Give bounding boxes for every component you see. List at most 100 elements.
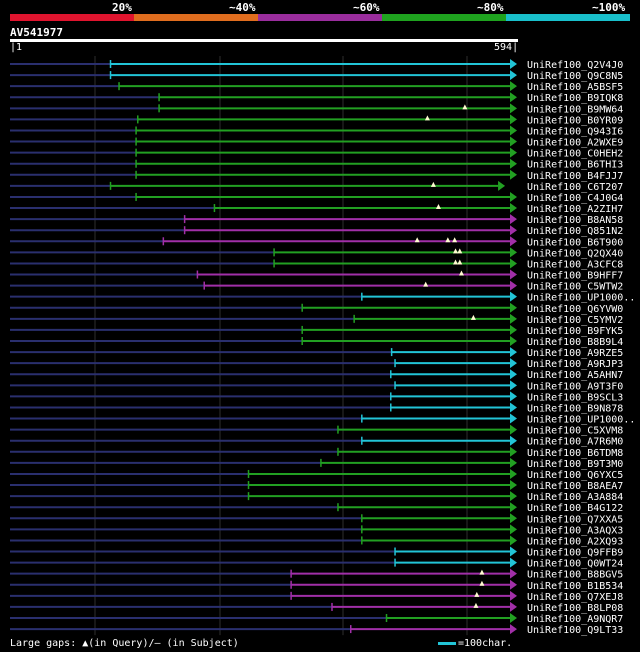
hit-label[interactable]: UniRef100_A9T3F0	[527, 381, 623, 392]
hit-label[interactable]: UniRef100_B6T900	[527, 237, 623, 248]
hit-label[interactable]: UniRef100_B8BGV5	[527, 570, 623, 581]
hit-label[interactable]: UniRef100_A5AHN7	[527, 370, 623, 381]
hit-label[interactable]: UniRef100_B8LP08	[527, 603, 623, 614]
hit-row[interactable]: UniRef100_C5WTW2	[10, 280, 623, 293]
hit-label[interactable]: UniRef100_C5XVM8	[527, 426, 623, 437]
hit-row[interactable]: UniRef100_Q2QX40	[10, 247, 623, 259]
hit-row[interactable]: UniRef100_B8BGV5	[10, 568, 623, 581]
hit-row[interactable]: UniRef100_A2ZIH7	[10, 203, 623, 215]
hit-label[interactable]: UniRef100_B8B9L4	[527, 337, 623, 348]
hit-row[interactable]: UniRef100_Q7XXA5	[10, 513, 623, 525]
hit-row[interactable]: UniRef100_A9NQR7	[10, 613, 623, 625]
hit-label[interactable]: UniRef100_UP1000..	[527, 293, 635, 304]
hit-label[interactable]: UniRef100_B1B534	[527, 581, 623, 592]
hit-row[interactable]: UniRef100_B8B9L4	[10, 336, 623, 348]
hit-label[interactable]: UniRef100_B9T3M0	[527, 459, 623, 470]
hit-label[interactable]: UniRef100_A2XQ93	[527, 536, 623, 547]
hit-label[interactable]: UniRef100_A7R6M0	[527, 437, 623, 448]
hit-row[interactable]: UniRef100_B9HFF7	[10, 269, 623, 282]
hit-label[interactable]: UniRef100_C4J0G4	[527, 193, 623, 204]
hit-row[interactable]: UniRef100_B8LP08	[10, 601, 623, 614]
hit-label[interactable]: UniRef100_C0HEH2	[527, 149, 623, 160]
hit-label[interactable]: UniRef100_B9FYK5	[527, 326, 623, 337]
hit-label[interactable]: UniRef100_A9RZE5	[527, 348, 623, 359]
hit-row[interactable]: UniRef100_C6T207	[10, 180, 623, 193]
hit-row[interactable]: UniRef100_A2WXE9	[10, 136, 623, 149]
hit-label[interactable]: UniRef100_B8AN58	[527, 215, 623, 226]
hit-label[interactable]: UniRef100_A3AQX3	[527, 525, 623, 536]
hit-label[interactable]: UniRef100_Q943I6	[527, 126, 623, 137]
hit-label[interactable]: UniRef100_C5YMV2	[527, 315, 623, 326]
hit-row[interactable]: UniRef100_B9IQK8	[10, 92, 623, 104]
hit-label[interactable]: UniRef100_A3CFC8	[527, 259, 623, 270]
hit-label[interactable]: UniRef100_B9N878	[527, 403, 623, 414]
hit-row[interactable]: UniRef100_A9RJP3	[10, 358, 623, 370]
hit-label[interactable]: UniRef100_Q6YXC5	[527, 470, 623, 481]
hit-row[interactable]: UniRef100_Q7XEJ8	[10, 590, 623, 603]
hit-label[interactable]: UniRef100_Q9FFB9	[527, 548, 623, 559]
hit-row[interactable]: UniRef100_Q9LT33	[10, 624, 623, 636]
hit-label[interactable]: UniRef100_Q0WT24	[527, 559, 623, 570]
hit-label[interactable]: UniRef100_A3A884	[527, 492, 623, 503]
hit-row[interactable]: UniRef100_A2XQ93	[10, 535, 623, 547]
hit-label[interactable]: UniRef100_B4FJJ7	[527, 171, 623, 182]
hit-label[interactable]: UniRef100_Q2V4J0	[527, 60, 623, 71]
hit-row[interactable]: UniRef100_B6T900	[10, 236, 623, 248]
hit-row[interactable]: UniRef100_A5AHN7	[10, 369, 623, 381]
hit-label[interactable]: UniRef100_A9RJP3	[527, 359, 623, 370]
hit-label[interactable]: UniRef100_Q6YVW0	[527, 304, 623, 315]
hit-row[interactable]: UniRef100_Q6YXC5	[10, 468, 623, 481]
hit-label[interactable]: UniRef100_B6THI3	[527, 160, 623, 171]
hit-row[interactable]: UniRef100_B9N878	[10, 402, 623, 414]
hit-label[interactable]: UniRef100_Q851N2	[527, 226, 623, 237]
hit-label[interactable]: UniRef100_UP1000..	[527, 415, 635, 426]
hit-label[interactable]: UniRef100_Q7XEJ8	[527, 592, 623, 603]
hit-label[interactable]: UniRef100_B8AEA7	[527, 481, 623, 492]
hit-row[interactable]: UniRef100_A5BSF5	[10, 81, 623, 93]
hit-row[interactable]: UniRef100_C5XVM8	[10, 424, 623, 437]
hit-row[interactable]: UniRef100_C5YMV2	[10, 313, 623, 326]
hit-row[interactable]: UniRef100_B8AN58	[10, 214, 623, 226]
hit-row[interactable]: UniRef100_A3CFC8	[10, 258, 623, 270]
hit-row[interactable]: UniRef100_B1B534	[10, 579, 623, 592]
hit-row[interactable]: UniRef100_B8AEA7	[10, 480, 623, 492]
hit-row[interactable]: UniRef100_B4G122	[10, 502, 623, 514]
hit-row[interactable]: UniRef100_Q2V4J0	[10, 59, 623, 71]
hit-row[interactable]: UniRef100_Q9C8N5	[10, 70, 623, 82]
hit-label[interactable]: UniRef100_B0YR09	[527, 115, 623, 126]
hit-label[interactable]: UniRef100_C5WTW2	[527, 282, 623, 293]
hit-label[interactable]: UniRef100_B9SCL3	[527, 392, 623, 403]
hit-row[interactable]: UniRef100_A3AQX3	[10, 524, 623, 536]
hit-label[interactable]: UniRef100_A2WXE9	[527, 138, 623, 149]
hit-row[interactable]: UniRef100_B9T3M0	[10, 457, 623, 470]
hit-row[interactable]: UniRef100_A3A884	[10, 491, 623, 503]
hit-row[interactable]: UniRef100_A9T3F0	[10, 380, 623, 392]
hit-row[interactable]: UniRef100_B6THI3	[10, 158, 623, 171]
hit-label[interactable]: UniRef100_B9HFF7	[527, 271, 623, 282]
hit-row[interactable]: UniRef100_C4J0G4	[10, 191, 623, 204]
hit-row[interactable]: UniRef100_Q943I6	[10, 125, 623, 137]
hit-label[interactable]: UniRef100_C6T207	[527, 182, 623, 193]
hit-label[interactable]: UniRef100_Q9C8N5	[527, 71, 623, 82]
hit-label[interactable]: UniRef100_B9IQK8	[527, 93, 623, 104]
hit-row[interactable]: UniRef100_C0HEH2	[10, 147, 623, 160]
hit-label[interactable]: UniRef100_B4G122	[527, 503, 623, 514]
hit-row[interactable]: UniRef100_A9RZE5	[10, 347, 623, 359]
hit-label[interactable]: UniRef100_A2ZIH7	[527, 204, 623, 215]
hit-row[interactable]: UniRef100_B9FYK5	[10, 324, 623, 337]
hit-row[interactable]: UniRef100_B0YR09	[10, 114, 623, 126]
hit-row[interactable]: UniRef100_B6TDM8	[10, 446, 623, 459]
hit-row[interactable]: UniRef100_Q851N2	[10, 225, 623, 237]
hit-row[interactable]: UniRef100_UP1000..	[10, 291, 635, 304]
hit-label[interactable]: UniRef100_Q9LT33	[527, 625, 623, 636]
hit-row[interactable]: UniRef100_B9SCL3	[10, 391, 623, 403]
hit-row[interactable]: UniRef100_B9MW64	[10, 103, 623, 115]
hit-row[interactable]: UniRef100_Q0WT24	[10, 557, 623, 570]
hit-label[interactable]: UniRef100_A5BSF5	[527, 82, 623, 93]
hit-label[interactable]: UniRef100_B9MW64	[527, 104, 623, 115]
hit-row[interactable]: UniRef100_Q6YVW0	[10, 302, 623, 315]
hit-row[interactable]: UniRef100_UP1000..	[10, 413, 635, 426]
hit-row[interactable]: UniRef100_A7R6M0	[10, 435, 623, 448]
hit-label[interactable]: UniRef100_B6TDM8	[527, 448, 623, 459]
hit-label[interactable]: UniRef100_A9NQR7	[527, 614, 623, 625]
